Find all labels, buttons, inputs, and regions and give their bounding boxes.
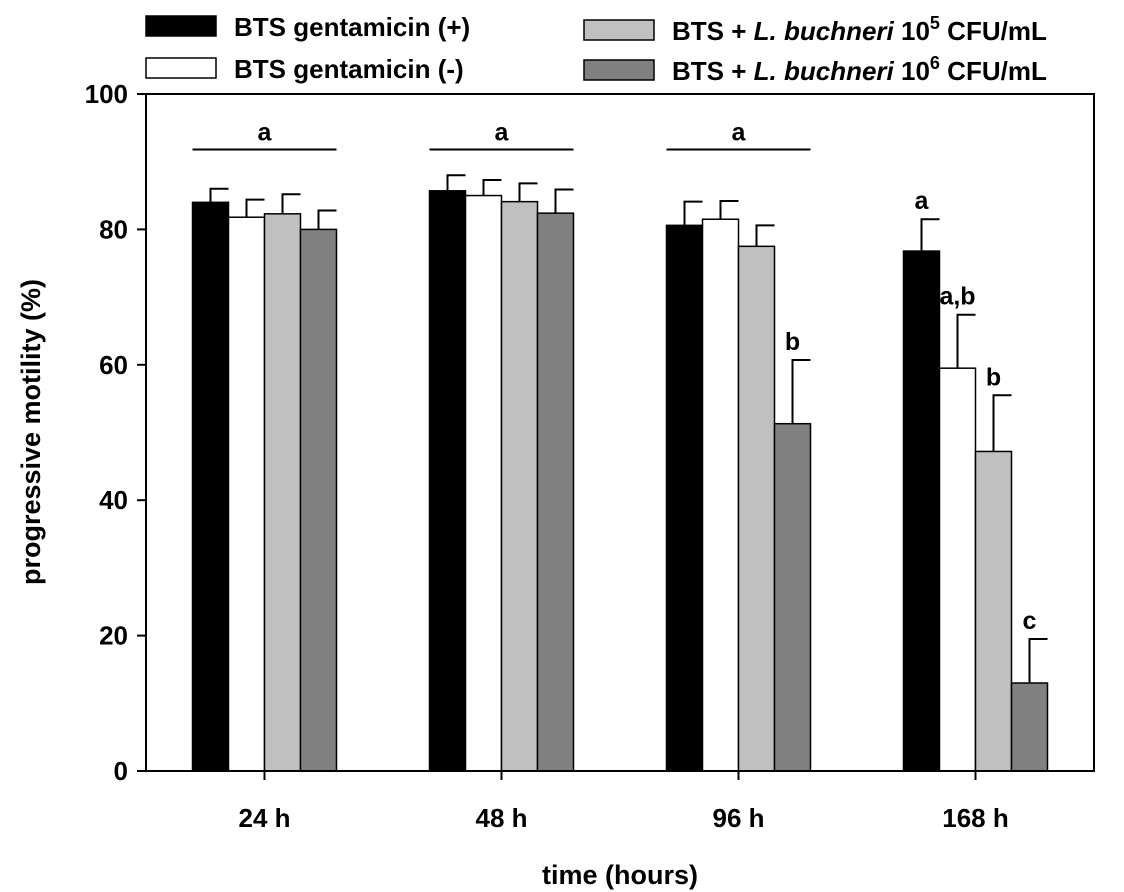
bar: [701, 218, 740, 772]
y-tick-label: 40: [99, 485, 128, 515]
y-tick-label: 100: [85, 79, 128, 109]
legend-label: BTS + L. buchneri 106 CFU/mL: [672, 53, 1047, 86]
plot-area-frame: [145, 93, 1095, 772]
bar-significance-label: a: [915, 187, 930, 215]
group-significance-label: a: [732, 119, 747, 147]
x-axis-title: time (hours): [542, 860, 698, 890]
legend-label: BTS + L. buchneri 105 CFU/mL: [672, 13, 1047, 46]
group-significance-label: a: [495, 119, 510, 147]
y-axis: 0 20 40 60 80 100: [85, 79, 146, 786]
group-significance-label: a: [258, 119, 273, 147]
y-tick-label: 20: [99, 621, 128, 651]
bars-layer: [191, 174, 1049, 772]
legend-swatch: [583, 19, 655, 41]
bar-significance-label: b: [785, 328, 800, 356]
bar: [737, 245, 776, 772]
x-tick-label: 96 h: [712, 803, 764, 833]
bar-significance-label: c: [1023, 607, 1037, 635]
bar: [1010, 682, 1049, 772]
legend-label: BTS gentamicin (+): [234, 12, 470, 42]
legend: BTS gentamicin (+) BTS gentamicin (-) BTS …: [145, 12, 1047, 86]
bar: [938, 367, 977, 772]
y-axis-title: progressive motility (%): [16, 279, 46, 585]
legend-label: BTS gentamicin (-): [234, 54, 464, 84]
y-tick-label: 60: [99, 350, 128, 380]
bar: [263, 213, 302, 772]
legend-swatch: [145, 15, 217, 37]
bar: [464, 194, 503, 772]
bar: [299, 228, 338, 772]
bar-significance-label: a,b: [939, 283, 975, 311]
bar: [191, 201, 230, 772]
x-tick-label: 48 h: [475, 803, 527, 833]
x-tick-label: 168 h: [942, 803, 1009, 833]
legend-swatch: [583, 59, 655, 81]
bar: [974, 450, 1013, 772]
bar: [665, 224, 704, 772]
bar: [536, 212, 575, 772]
bar: [500, 200, 539, 772]
bar-significance-label: b: [986, 363, 1001, 391]
significance-annotations: a a,b b b c a a a: [192, 119, 1037, 635]
legend-swatch: [145, 57, 217, 79]
x-tick-label: 24 h: [238, 803, 290, 833]
x-axis: 24 h 48 h 96 h 168 h: [238, 771, 1009, 833]
bar: [773, 422, 812, 772]
y-tick-label: 0: [114, 756, 128, 786]
bar: [428, 190, 467, 772]
bar: [902, 250, 941, 772]
y-tick-label: 80: [99, 214, 128, 244]
bar: [227, 216, 266, 772]
